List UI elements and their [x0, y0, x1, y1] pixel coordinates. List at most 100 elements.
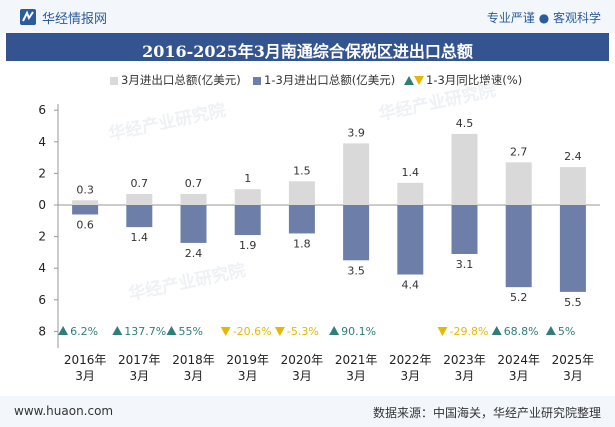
bar-monthly: [72, 200, 99, 205]
x-tick-label-month: 3月: [563, 369, 583, 383]
bar-cumulative: [505, 205, 532, 288]
growth-up-icon: [166, 326, 177, 335]
bar-cumulative: [72, 205, 99, 215]
data-label-monthly: 2.7: [510, 145, 528, 158]
bar-monthly: [343, 143, 370, 205]
x-tick-label-month: 3月: [238, 369, 258, 383]
bar-monthly: [234, 189, 261, 205]
x-tick-label-year: 2017年: [118, 353, 161, 367]
y-tick-label: 4: [38, 135, 46, 149]
y-tick-label: 2: [38, 230, 46, 244]
data-label-cumulative: 1.8: [293, 237, 311, 250]
growth-up-icon: [58, 326, 69, 335]
data-label-cumulative: 3.1: [456, 258, 474, 271]
growth-up-icon: [329, 326, 340, 335]
bar-cumulative: [559, 205, 586, 292]
slogan: 专业严谨 ● 客观科学: [486, 11, 601, 25]
x-tick-label-year: 2019年: [226, 353, 269, 367]
legend-cumulative-swatch: [253, 76, 261, 85]
legend-growth-up-icon: [404, 76, 414, 85]
bar-monthly: [397, 182, 424, 205]
growth-label: 6.2%: [70, 325, 98, 338]
data-label-cumulative: 3.5: [347, 264, 365, 277]
data-label-cumulative: 1.4: [131, 231, 149, 244]
bar-cumulative: [234, 205, 261, 236]
x-tick-label-year: 2016年: [64, 353, 107, 367]
x-tick-label-year: 2022年: [389, 353, 432, 367]
x-tick-label-month: 3月: [509, 369, 529, 383]
data-label-cumulative: 4.4: [402, 279, 420, 292]
growth-label: -20.6%: [233, 325, 272, 338]
growth-label: -29.8%: [450, 325, 489, 338]
data-label-cumulative: 5.5: [564, 296, 582, 309]
top-bar: 华经情报网 专业严谨 ● 客观科学: [0, 0, 615, 33]
bar-monthly: [451, 133, 478, 205]
x-tick-label-year: 2020年: [281, 353, 324, 367]
data-label-monthly: 0.7: [131, 177, 149, 190]
chart-legend: 3月进出口总额(亿美元) 1-3月进出口总额(亿美元) 1-3月同比增速(%): [0, 72, 615, 88]
growth-label: 68.8%: [504, 325, 539, 338]
x-tick-label-year: 2025年: [552, 353, 595, 367]
bar-monthly: [559, 167, 586, 205]
huajing-logo-icon: [20, 9, 36, 25]
data-label-monthly: 2.4: [564, 150, 582, 163]
data-label-monthly: 1.5: [293, 164, 311, 177]
growth-label: -5.3%: [287, 325, 319, 338]
watermark-text: 华经产业研究院: [107, 100, 228, 145]
y-tick-label: 6: [38, 103, 46, 117]
growth-down-icon: [274, 327, 285, 336]
x-tick-label-month: 3月: [400, 369, 420, 383]
legend-cumulative-label: 1-3月进出口总额(亿美元): [264, 73, 396, 87]
data-label-monthly: 1.4: [402, 166, 420, 179]
footer-source: 数据来源：中国海关，华经产业研究院整理: [372, 406, 601, 420]
legend-monthly-swatch: [110, 76, 118, 85]
legend-monthly: 3月进出口总额(亿美元): [110, 72, 241, 88]
growth-label: 5%: [558, 325, 575, 338]
watermark-text: 华经产业研究院: [127, 260, 248, 305]
bar-monthly: [126, 193, 153, 205]
growth-up-icon: [491, 326, 502, 335]
footer-website: www.huaon.com: [14, 404, 114, 418]
data-label-cumulative: 5.2: [510, 291, 528, 304]
x-tick-label-month: 3月: [346, 369, 366, 383]
x-tick-label-month: 3月: [184, 369, 204, 383]
x-tick-label-year: 2023年: [443, 353, 486, 367]
x-tick-label-month: 3月: [75, 369, 95, 383]
data-label-cumulative: 2.4: [185, 247, 203, 260]
chart-title: 2016-2025年3月南通综合保税区进出口总额: [142, 42, 473, 61]
bar-monthly: [180, 193, 207, 205]
legend-monthly-label: 3月进出口总额(亿美元): [121, 73, 241, 87]
bar-cumulative: [343, 205, 370, 261]
data-label-monthly: 0.7: [185, 177, 203, 190]
growth-down-icon: [437, 327, 448, 336]
footer-bar: www.huaon.com 数据来源：中国海关，华经产业研究院整理: [0, 396, 615, 427]
growth-up-icon: [112, 326, 123, 335]
site-name: 华经情报网: [42, 12, 108, 27]
legend-cumulative: 1-3月进出口总额(亿美元): [253, 72, 395, 88]
growth-label: 137.7%: [124, 325, 166, 338]
bar-cumulative: [451, 205, 478, 254]
x-tick-label-year: 2024年: [497, 353, 540, 367]
x-tick-label-year: 2018年: [172, 353, 215, 367]
data-label-cumulative: 1.9: [239, 239, 257, 252]
watermark-text: 华经产业研究院: [377, 80, 498, 125]
bar-cumulative: [288, 205, 315, 234]
bar-cumulative: [126, 205, 153, 228]
title-bar: 2016-2025年3月南通综合保税区进出口总额: [6, 33, 609, 61]
x-tick-label-month: 3月: [129, 369, 149, 383]
y-tick-label: 6: [38, 293, 46, 307]
x-tick-label-year: 2021年: [335, 353, 378, 367]
bar-monthly: [288, 181, 315, 205]
data-label-cumulative: 0.6: [76, 218, 94, 231]
growth-up-icon: [545, 326, 556, 335]
legend-growth-down-icon: [414, 76, 424, 85]
chart-area: 华经产业研究院 华经产业研究院华经产业研究院642024680.30.66.2%2…: [38, 80, 600, 383]
y-tick-label: 4: [38, 261, 46, 275]
data-label-monthly: 3.9: [347, 126, 365, 139]
growth-label: 90.1%: [341, 325, 376, 338]
x-tick-label-month: 3月: [455, 369, 475, 383]
y-tick-label: 8: [38, 324, 46, 338]
bar-cumulative: [180, 205, 207, 243]
growth-down-icon: [220, 327, 231, 336]
legend-growth-label: 1-3月同比增速(%): [426, 73, 523, 87]
